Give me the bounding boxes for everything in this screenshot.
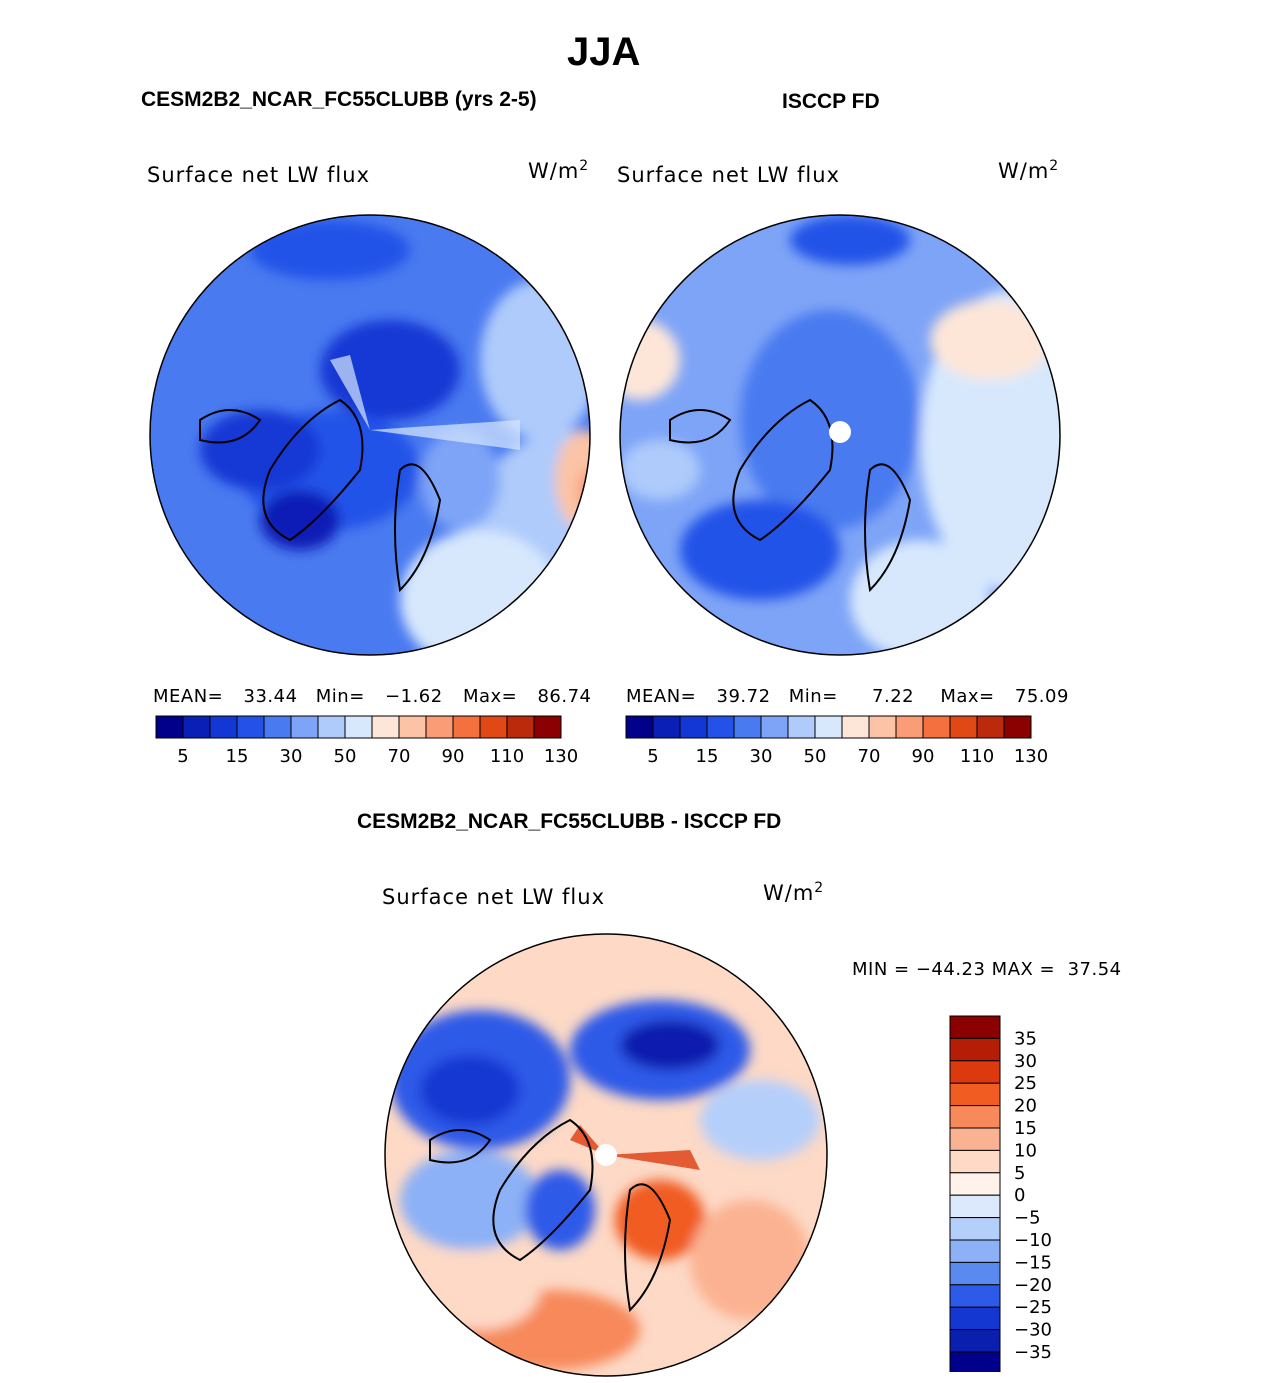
diff-colorbar-tick-label: 30 (1014, 1051, 1037, 1072)
obs-max-label: Max= (940, 686, 995, 707)
obs-stats: MEAN= 39.72 Min= 7.22 Max= 75.09 (626, 686, 1069, 707)
diff-colorbar-box (949, 1127, 1001, 1151)
diff-colorbar-tick-label: 20 (1014, 1096, 1037, 1117)
model-mean-value: 33.44 (243, 686, 298, 707)
diff-colorbar-box (949, 1194, 1001, 1219)
model-max-label: Max= (462, 686, 518, 707)
model-max-value: 86.74 (537, 686, 592, 707)
obs-colorbar-tick-label: 110 (960, 746, 994, 767)
diff-colorbar-tick-label: 15 (1014, 1118, 1037, 1139)
figure-title: JJA (567, 30, 641, 74)
model-colorbar-box (533, 715, 562, 739)
diff-colorbar-tick-label: −10 (1014, 1230, 1052, 1251)
diff-colorbar-tick-label: 5 (1014, 1163, 1025, 1184)
obs-colorbar-tick-label: 50 (804, 746, 827, 767)
model-colorbar-tick-label: 130 (544, 746, 578, 767)
model-units: W/m2 (528, 158, 589, 183)
diff-colorbar-tick-label: 0 (1014, 1185, 1025, 1206)
diff-colorbar-box (949, 1037, 1001, 1062)
obs-units: W/m2 (998, 158, 1059, 183)
diff-colorbar-tick-label: 25 (1014, 1073, 1037, 1094)
model-units-base: W/m (528, 159, 580, 183)
obs-units-exp: 2 (1049, 158, 1060, 174)
diff-title: CESM2B2_NCAR_FC55CLUBB - ISCCP FD (357, 810, 782, 833)
model-min-value: −1.62 (385, 686, 443, 707)
obs-units-base: W/m (998, 159, 1050, 183)
diff-colorbar-box (949, 1329, 1001, 1353)
diff-colorbar-tick-label: −30 (1014, 1320, 1052, 1341)
diff-colorbar-box (949, 1105, 1001, 1129)
diff-units-base: W/m (763, 881, 815, 905)
model-units-exp: 2 (579, 158, 590, 174)
model-colorbar-tick-label: 15 (226, 746, 249, 767)
model-stats: MEAN= 33.44 Min= −1.62 Max= 86.74 (153, 686, 592, 707)
diff-colorbar-tick-label: 10 (1014, 1140, 1037, 1161)
obs-colorbar-box (1003, 715, 1032, 739)
obs-colorbar-tick-label: 130 (1014, 746, 1048, 767)
diff-minmax: MIN = −44.23 MAX = 37.54 (852, 959, 1122, 980)
diff-colorbar-tick-label: −20 (1014, 1275, 1052, 1296)
diff-units-exp: 2 (814, 880, 825, 896)
diff-colorbar-box (949, 1351, 1001, 1372)
model-mean-label: MEAN= (153, 686, 224, 707)
diff-colorbar-box (949, 1306, 1001, 1331)
obs-polar-map (619, 214, 1061, 656)
obs-panel-label: Surface net LW flux (617, 163, 840, 187)
obs-colorbar-tick-label: 90 (912, 746, 935, 767)
model-colorbar: 5 15 30 50 70 90 110 130 (155, 715, 578, 767)
obs-min-value: 7.22 (872, 686, 915, 707)
obs-colorbar: 5 15 30 50 70 90 110 130 (625, 715, 1048, 767)
obs-max-value: 75.09 (1014, 686, 1069, 707)
diff-colorbar-tick-label: −25 (1014, 1297, 1052, 1318)
obs-colorbar-tick-label: 5 (647, 746, 658, 767)
diff-colorbar-box (949, 1261, 1001, 1286)
model-title: CESM2B2_NCAR_FC55CLUBB (yrs 2-5) (141, 88, 537, 111)
obs-mean-value: 39.72 (716, 686, 771, 707)
diff-colorbar-box (949, 1015, 1001, 1039)
diff-colorbar-box (949, 1082, 1001, 1107)
model-polar-map (149, 214, 591, 656)
diff-colorbar-tick-label: 35 (1014, 1028, 1037, 1049)
diff-colorbar-box (949, 1172, 1001, 1196)
diff-panel-label: Surface net LW flux (382, 885, 605, 909)
obs-colorbar-tick-label: 70 (858, 746, 881, 767)
diff-colorbar-box (949, 1217, 1001, 1241)
model-colorbar-tick-label: 30 (280, 746, 303, 767)
diff-colorbar-box (949, 1284, 1001, 1308)
diff-colorbar-box (949, 1239, 1001, 1263)
diff-colorbar-tick-label: −35 (1014, 1342, 1052, 1363)
diff-colorbar-tick-label: −5 (1014, 1208, 1041, 1229)
model-min-label: Min= (315, 686, 365, 707)
obs-colorbar-tick-label: 30 (750, 746, 773, 767)
model-colorbar-tick-label: 5 (177, 746, 188, 767)
model-colorbar-tick-label: 90 (442, 746, 465, 767)
model-colorbar-tick-label: 110 (490, 746, 524, 767)
model-colorbar-tick-label: 70 (388, 746, 411, 767)
obs-mean-label: MEAN= (626, 686, 697, 707)
obs-title: ISCCP FD (782, 90, 880, 113)
obs-colorbar-tick-label: 15 (696, 746, 719, 767)
obs-min-label: Min= (788, 686, 838, 707)
diff-colorbar-box (949, 1060, 1001, 1084)
diff-colorbar-tick-label: −15 (1014, 1252, 1052, 1273)
model-colorbar-tick-label: 50 (334, 746, 357, 767)
model-panel-label: Surface net LW flux (147, 163, 370, 187)
diff-colorbar-box (949, 1149, 1001, 1174)
diff-units: W/m2 (763, 880, 824, 905)
